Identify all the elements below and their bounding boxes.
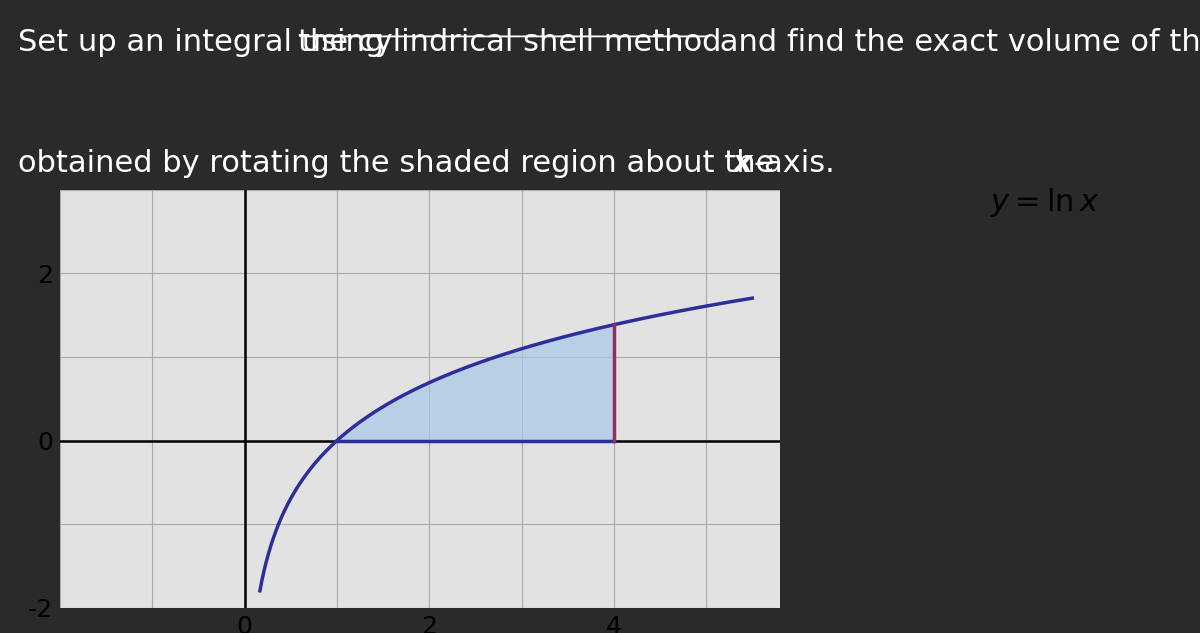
Text: obtained by rotating the shaded region about the: obtained by rotating the shaded region a… bbox=[18, 149, 784, 179]
Text: the cylindrical shell method: the cylindrical shell method bbox=[298, 28, 721, 57]
Text: Set up an integral using: Set up an integral using bbox=[18, 28, 394, 57]
Text: -axis.: -axis. bbox=[754, 149, 835, 179]
Text: and find the exact volume of the solid: and find the exact volume of the solid bbox=[710, 28, 1200, 57]
Text: x: x bbox=[732, 149, 751, 179]
Text: $y = \ln x$: $y = \ln x$ bbox=[990, 186, 1099, 219]
